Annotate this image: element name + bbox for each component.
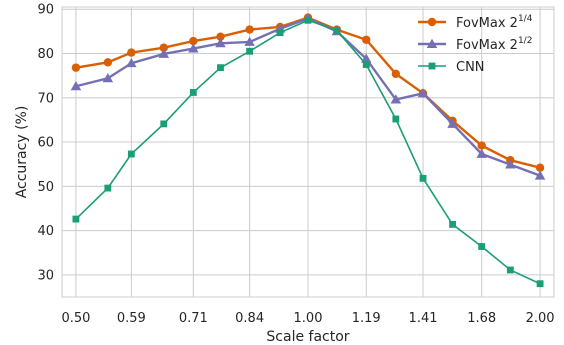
data-point [505,159,516,169]
data-point [103,58,113,67]
data-point [419,174,427,182]
data-point [71,63,81,72]
legend-entry: CNN [418,60,485,75]
data-point [428,62,436,70]
data-point [216,32,225,41]
data-point [333,27,341,34]
y-tick-label: 30 [37,268,54,283]
data-point [160,120,168,128]
data-point [104,184,112,192]
y-tick-label: 40 [37,224,54,239]
y-tick-labels: 30 40 50 60 70 80 90 [37,3,54,284]
data-point [127,150,135,158]
data-point [536,280,544,288]
plot-frame [61,6,555,298]
data-point [246,47,254,55]
data-point [477,141,486,150]
data-point [276,29,284,37]
data-point [102,73,114,83]
data-point [70,81,82,91]
data-point [447,118,458,128]
y-tick-label: 50 [37,180,54,195]
data-point [189,89,197,96]
legend-label: FovMax 21/2 [456,36,532,53]
y-tick-label: 70 [37,91,54,106]
data-point [534,170,546,180]
data-point [392,115,400,123]
data-point [215,38,226,48]
legend-label: FovMax 21/4 [456,14,533,31]
data-point [535,163,545,172]
x-tick-labels: 0.50 0.59 0.71 0.84 1.00 1.19 1.41 1.68 2.00 [61,311,554,326]
data-point [159,43,168,52]
data-point [304,16,312,24]
data-point [362,35,371,44]
x-tick-label: 0.71 [179,311,208,326]
data-point [244,36,255,46]
data-point [427,17,437,27]
data-point [245,25,254,34]
series-3 [72,16,544,288]
data-point [188,43,199,53]
x-tick-label: 2.00 [526,311,555,326]
y-tick-label: 80 [37,47,54,62]
data-point [127,48,136,57]
data-point [362,61,370,68]
data-point [506,266,514,274]
legend-label: CNN [456,60,485,75]
x-tick-label: 1.68 [467,311,496,326]
series-layer [70,13,546,288]
data-point [217,64,224,72]
data-point [390,94,402,104]
data-point [449,220,456,228]
x-axis-label: Scale factor [266,329,349,345]
legend: FovMax 21/4 FovMax 21/2 CNN [418,14,533,75]
y-axis-label: Accuracy (%) [14,106,30,199]
legend-entry: FovMax 21/4 [418,14,533,31]
x-tick-label: 0.84 [235,311,264,326]
data-point [417,88,429,98]
y-tick-label: 60 [37,136,54,151]
data-point [426,38,438,48]
x-tick-label: 0.59 [117,311,146,326]
x-tick-label: 1.19 [352,311,381,326]
data-point [391,69,401,79]
x-tick-label: 1.41 [409,311,438,326]
data-point [158,48,170,58]
y-tick-label: 90 [37,3,54,18]
data-point [72,215,80,223]
data-point [189,36,198,46]
legend-entry: FovMax 21/2 [418,36,532,53]
x-tick-label: 0.50 [61,311,90,326]
data-point [478,243,486,250]
data-point [126,57,137,68]
data-point [476,148,487,158]
x-tick-label: 1.00 [294,311,323,326]
